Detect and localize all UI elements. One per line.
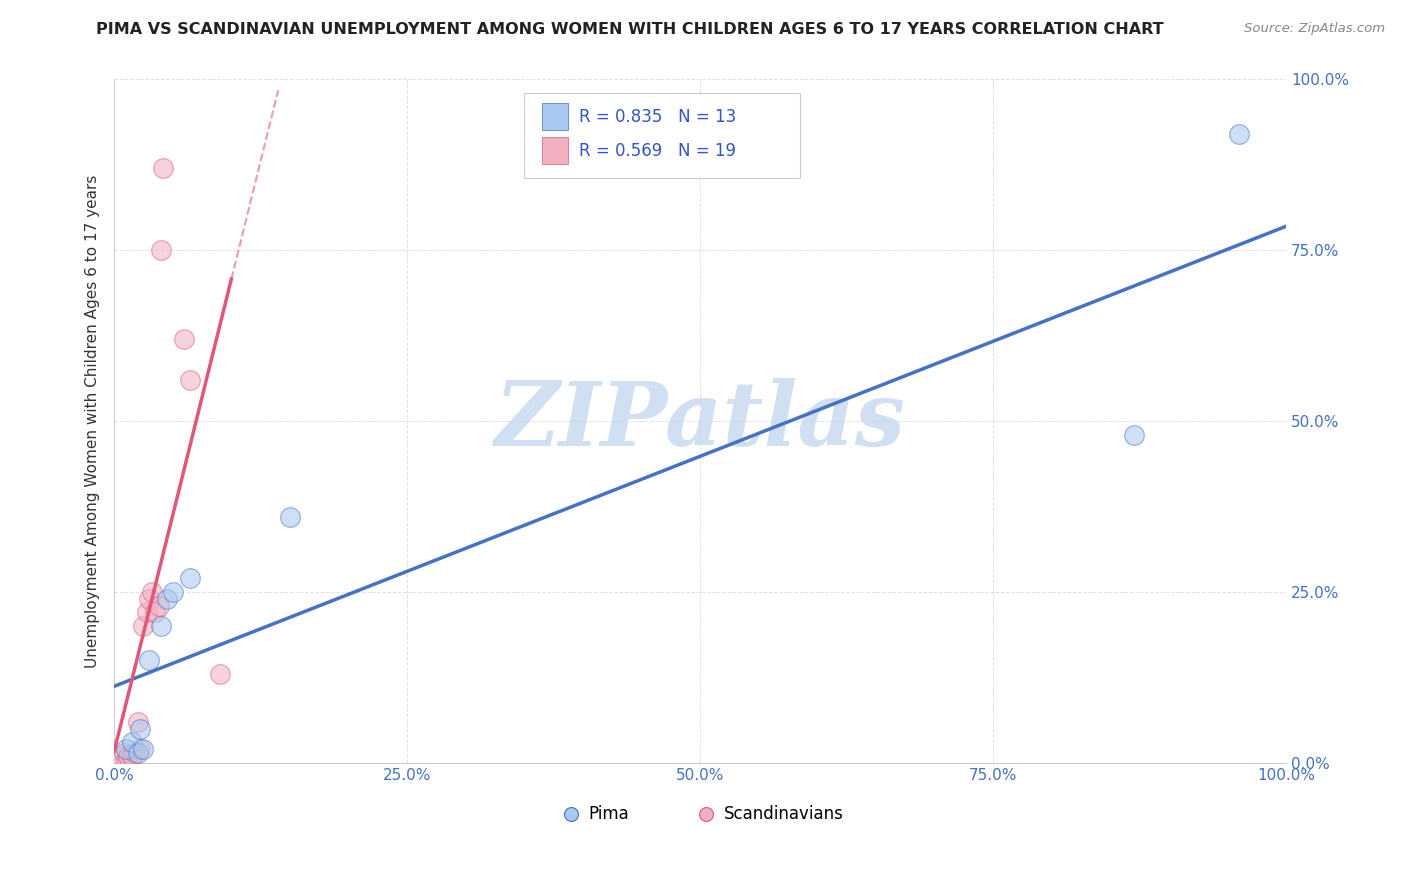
Point [148,599,170,613]
Text: Scandinavians: Scandinavians [724,805,844,823]
Text: PIMA VS SCANDINAVIAN UNEMPLOYMENT AMONG WOMEN WITH CHILDREN AGES 6 TO 17 YEARS C: PIMA VS SCANDINAVIAN UNEMPLOYMENT AMONG … [96,22,1163,37]
Point [162,585,184,599]
Point [179,571,201,585]
Point [156,591,179,606]
Y-axis label: Unemployment Among Women with Children Ages 6 to 17 years: Unemployment Among Women with Children A… [86,174,100,667]
Bar [541,137,568,164]
Point [127,746,149,760]
Point [108,749,131,764]
Point [152,161,174,175]
Point [132,742,155,756]
Point [121,735,143,749]
Point [1122,427,1144,442]
Point [117,749,139,764]
Point [143,606,166,620]
Point [129,742,152,756]
Point [136,606,159,620]
Point [127,714,149,729]
Point [1227,127,1250,141]
Point [124,746,146,760]
Point [208,667,231,681]
Point [132,619,155,633]
Point [121,749,143,764]
Text: ZIPatlas: ZIPatlas [495,377,905,464]
Bar [541,103,568,130]
FancyBboxPatch shape [524,93,800,178]
Point [150,243,173,257]
Point [150,619,173,633]
Point [173,332,195,346]
Point [560,807,582,822]
Point [112,746,135,760]
Text: R = 0.569   N = 19: R = 0.569 N = 19 [579,142,737,160]
Point [695,807,717,822]
Point [129,722,152,736]
Point [179,373,201,387]
Point [278,509,301,524]
Point [115,753,138,767]
Point [141,585,163,599]
Point [115,742,138,756]
Point [138,653,160,667]
Text: R = 0.835   N = 13: R = 0.835 N = 13 [579,108,737,126]
Point [138,591,160,606]
Text: Source: ZipAtlas.com: Source: ZipAtlas.com [1244,22,1385,36]
Text: Pima: Pima [589,805,630,823]
